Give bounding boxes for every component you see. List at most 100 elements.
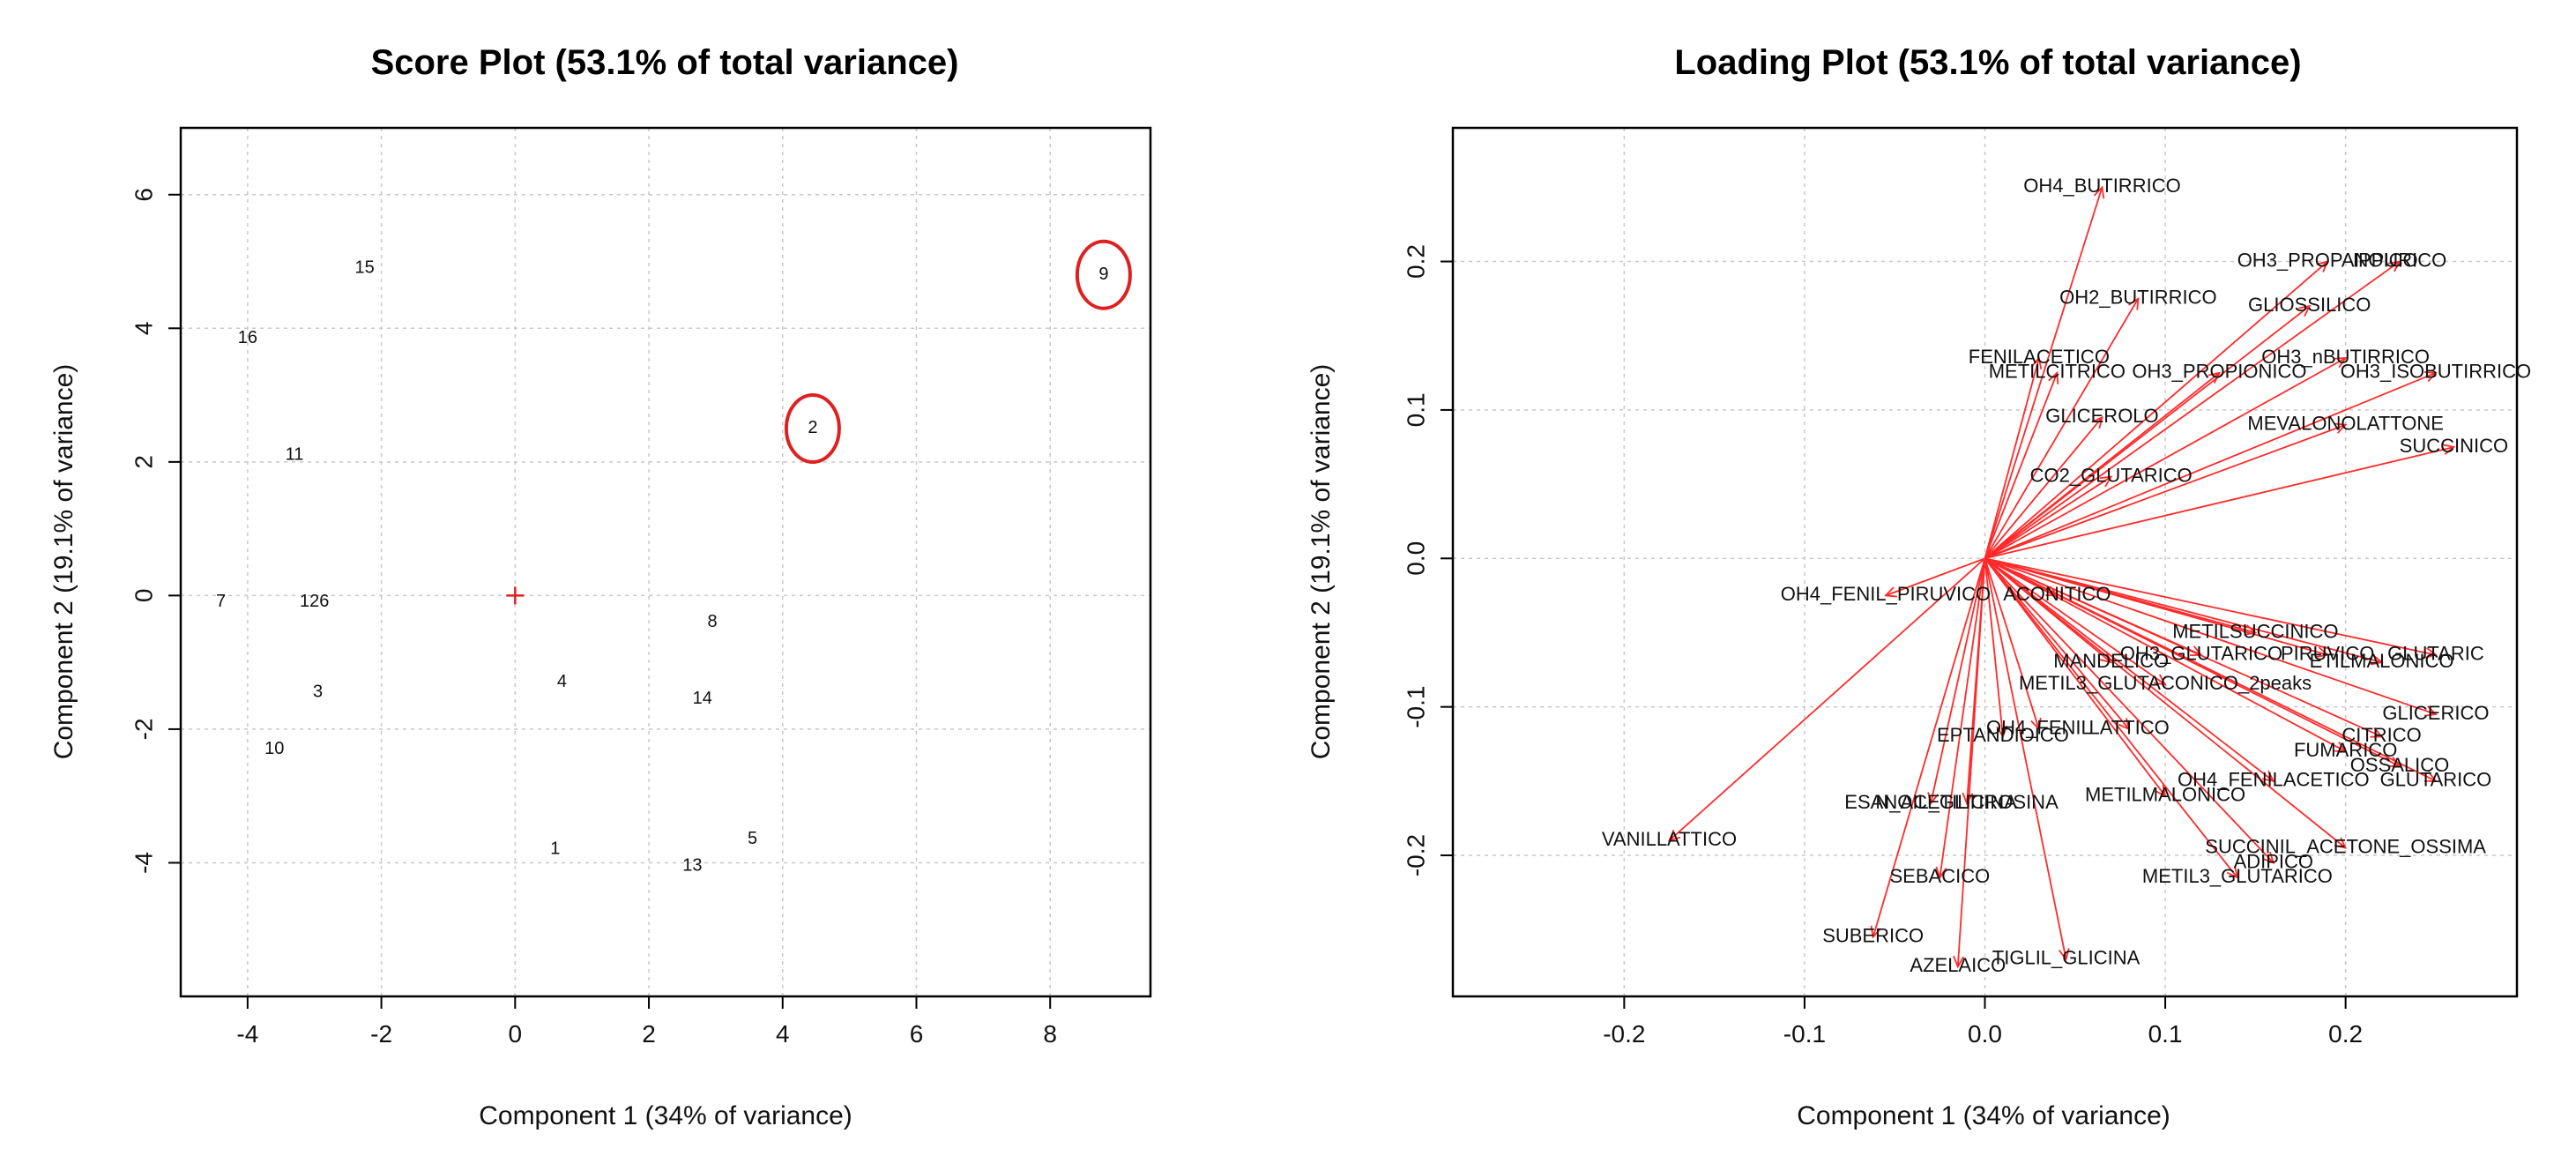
variable-label: OH3_GLUTARICO bbox=[2120, 643, 2282, 665]
loading-plot-grid bbox=[1453, 128, 2517, 996]
variable-label: CITRICO bbox=[2341, 724, 2421, 746]
loading-arrow-head bbox=[1962, 792, 1974, 806]
score-point-label: 16 bbox=[238, 328, 257, 347]
variable-label: OH4_BUTIRRICO bbox=[2023, 175, 2180, 197]
loading-arrow-head bbox=[2370, 654, 2384, 666]
loading-arrow bbox=[1885, 557, 1985, 597]
score-plot-grid bbox=[181, 128, 1150, 996]
loading-arrow-head bbox=[2334, 837, 2348, 849]
loading-arrow-head bbox=[2030, 717, 2042, 731]
score-point-label: 14 bbox=[693, 689, 712, 708]
x-tick-label: 0 bbox=[509, 1020, 523, 1048]
variable-label: AZELAICO bbox=[1910, 954, 2006, 976]
x-tick-label: -0.2 bbox=[1603, 1020, 1645, 1048]
x-tick-label: 2 bbox=[642, 1020, 656, 1048]
loading-arrow-head bbox=[2423, 705, 2438, 717]
x-tick-label: 6 bbox=[910, 1020, 924, 1048]
x-tick-label: 0.0 bbox=[1968, 1020, 2002, 1048]
loading-arrow-head bbox=[2093, 185, 2105, 199]
loading-arrow bbox=[1984, 557, 2274, 782]
loading-arrow-head bbox=[2370, 727, 2384, 738]
y-tick-label: -2 bbox=[130, 718, 157, 740]
loading-arrow bbox=[1984, 357, 2040, 559]
score-point-label: 9 bbox=[1098, 265, 1108, 284]
variable-label: FENILACETICO bbox=[1969, 346, 2110, 368]
x-tick-label: 0.2 bbox=[2328, 1020, 2363, 1048]
loading-arrow bbox=[1984, 557, 2238, 878]
loading-arrow-head bbox=[2030, 355, 2043, 369]
variable-label: OH4_FENIL_PIRUVICO bbox=[1781, 583, 1991, 605]
variable-label: OH3_PROPIONICO bbox=[2132, 361, 2306, 383]
score-plot-points: 15 16 11 7 126 3 10 4 8 14 1 13 5 2 9 bbox=[216, 239, 1132, 876]
loading-arrow bbox=[1984, 372, 2059, 559]
variable-label: ESANOIL_GLICINA bbox=[1844, 791, 2017, 813]
score-point-label: 4 bbox=[557, 672, 567, 691]
loading-arrow-head bbox=[2388, 260, 2401, 272]
variable-label: METILSUCCINICO bbox=[2172, 620, 2338, 642]
score-plot-y-label: Component 2 (19.1% of variance) bbox=[49, 364, 78, 760]
y-tick-label: 2 bbox=[130, 455, 157, 469]
variable-label: OH4_FENILACETICO bbox=[2178, 769, 2370, 791]
loading-arrow-head bbox=[2048, 370, 2059, 384]
variable-label: TIGLIL_GLICINA bbox=[1992, 947, 2140, 969]
variable-label: SUCCINICO bbox=[2400, 435, 2508, 457]
loading-arrow-head bbox=[2423, 772, 2438, 782]
y-tick-label: 0.2 bbox=[1402, 244, 1429, 279]
loading-arrow-head bbox=[2424, 647, 2438, 659]
loading-arrow bbox=[1984, 557, 2166, 686]
loading-arrow bbox=[1984, 371, 2437, 560]
y-tick-label: 0.1 bbox=[1402, 392, 1429, 427]
loading-arrow bbox=[1984, 557, 2347, 849]
score-point-label: 8 bbox=[708, 612, 718, 631]
score-point-label: 3 bbox=[313, 682, 323, 702]
loading-arrow-head bbox=[2316, 260, 2329, 272]
loading-arrow-head bbox=[2155, 784, 2167, 798]
loading-arrow bbox=[1984, 416, 2103, 559]
loading-arrow-head bbox=[2226, 866, 2239, 879]
score-point-label: 7 bbox=[216, 592, 226, 611]
loading-arrow bbox=[1984, 423, 2346, 560]
loading-arrow bbox=[1984, 557, 2347, 752]
loading-arrow-head bbox=[2128, 296, 2140, 310]
x-tick-label: 8 bbox=[1043, 1020, 1057, 1048]
loading-arrow-head bbox=[1953, 955, 1965, 969]
loading-arrow bbox=[1984, 557, 2437, 656]
x-tick-label: 4 bbox=[776, 1020, 790, 1048]
loading-arrow bbox=[1984, 357, 2347, 560]
variable-label: ETILMALONICO bbox=[2310, 650, 2454, 672]
loading-plot-y-ticks: -0.2 -0.1 0.0 0.1 0.2 bbox=[1402, 244, 1453, 876]
loading-arrow bbox=[1984, 557, 2437, 715]
loading-arrow bbox=[1984, 557, 2166, 797]
score-plot-frame bbox=[179, 126, 1152, 998]
y-tick-label: -4 bbox=[130, 852, 157, 874]
score-point-label: 1 bbox=[550, 839, 560, 859]
score-point-label: 2 bbox=[808, 418, 817, 437]
variable-label: SUCCINIL_ACETONE_OSSIMA bbox=[2205, 835, 2486, 857]
variable-label: FUMARICO bbox=[2294, 739, 2397, 761]
loading-arrow bbox=[1984, 260, 2401, 560]
score-plot-x-label: Component 1 (34% of variance) bbox=[479, 1101, 852, 1130]
variable-label: LATTICO bbox=[2089, 717, 2170, 739]
loading-arrow bbox=[1872, 558, 1986, 937]
loading-arrow bbox=[1984, 187, 2103, 559]
loading-arrow-head bbox=[2261, 770, 2275, 783]
y-tick-label: -0.1 bbox=[1402, 686, 1429, 728]
variable-label: METILMALONICO bbox=[2085, 784, 2245, 806]
loading-arrow bbox=[1668, 557, 1986, 841]
y-tick-label: -0.2 bbox=[1402, 834, 1429, 876]
loading-arrow bbox=[1984, 557, 2437, 782]
variable-label: N_ACETILTIROSINA bbox=[1875, 791, 2059, 813]
loading-arrow bbox=[1984, 557, 2130, 730]
variable-label: METIL3_GLUTARICO bbox=[2142, 865, 2333, 887]
y-tick-label: 6 bbox=[130, 188, 157, 202]
loading-plot-x-label: Component 1 (34% of variance) bbox=[1797, 1101, 2170, 1130]
variable-label: IPPURICO bbox=[2353, 249, 2446, 271]
y-tick-label: 0.0 bbox=[1402, 541, 1429, 576]
variable-label: GLIOSSILICO bbox=[2248, 294, 2371, 316]
x-tick-label: 0.1 bbox=[2148, 1020, 2183, 1048]
highlight-circle bbox=[784, 392, 841, 464]
loading-arrow-head bbox=[2099, 475, 2113, 488]
loading-arrow bbox=[1984, 260, 2328, 559]
